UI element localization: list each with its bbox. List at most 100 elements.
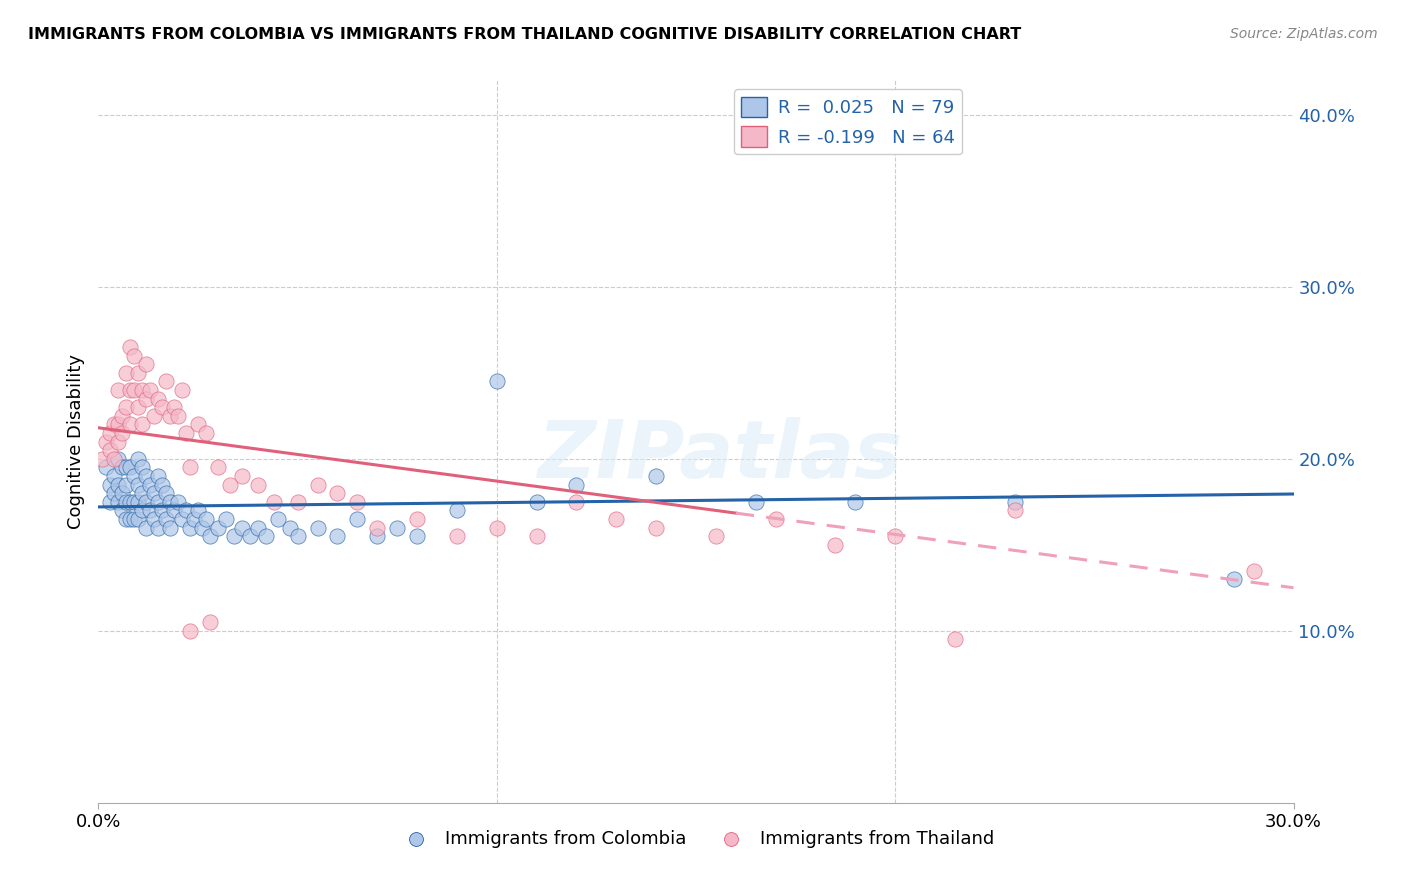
Point — [115, 460, 138, 475]
Point — [231, 520, 253, 534]
Point — [115, 477, 138, 491]
Point — [124, 349, 146, 363]
Point — [195, 512, 218, 526]
Point — [198, 615, 221, 630]
Point — [385, 520, 409, 534]
Point — [139, 503, 162, 517]
Point — [485, 375, 508, 389]
Point — [179, 520, 201, 534]
Point — [159, 494, 181, 508]
Point — [191, 520, 214, 534]
Point — [127, 512, 149, 526]
Point — [824, 538, 846, 552]
Point — [267, 512, 290, 526]
Point — [131, 460, 153, 475]
Point — [98, 425, 122, 440]
Point — [91, 451, 114, 466]
Point — [246, 520, 269, 534]
Point — [135, 392, 157, 406]
Point — [565, 477, 588, 491]
Point — [246, 477, 269, 491]
Point — [127, 451, 149, 466]
Point — [98, 494, 122, 508]
Point — [127, 494, 149, 508]
Point — [103, 469, 125, 483]
Point — [107, 417, 129, 432]
Point — [103, 486, 125, 500]
Point — [107, 434, 129, 449]
Point — [135, 494, 157, 508]
Point — [143, 409, 166, 423]
Point — [115, 366, 138, 380]
Point — [326, 529, 349, 543]
Legend: Immigrants from Colombia, Immigrants from Thailand: Immigrants from Colombia, Immigrants fro… — [391, 822, 1001, 855]
Point — [215, 512, 238, 526]
Y-axis label: Cognitive Disability: Cognitive Disability — [66, 354, 84, 529]
Point — [1223, 572, 1246, 586]
Point — [107, 477, 129, 491]
Point — [135, 357, 157, 371]
Point — [111, 425, 134, 440]
Point — [884, 529, 907, 543]
Point — [174, 425, 197, 440]
Point — [148, 469, 170, 483]
Point — [155, 512, 177, 526]
Point — [135, 520, 157, 534]
Point — [167, 494, 190, 508]
Point — [943, 632, 966, 647]
Point — [127, 400, 149, 414]
Point — [148, 494, 170, 508]
Point — [127, 366, 149, 380]
Point — [198, 529, 221, 543]
Point — [127, 477, 149, 491]
Point — [111, 409, 134, 423]
Point — [135, 469, 157, 483]
Point — [704, 529, 727, 543]
Point — [366, 529, 388, 543]
Point — [174, 503, 197, 517]
Point — [143, 486, 166, 500]
Point — [278, 520, 301, 534]
Point — [187, 503, 209, 517]
Point — [287, 494, 309, 508]
Point — [645, 469, 668, 483]
Point — [124, 383, 146, 397]
Point — [120, 417, 142, 432]
Point — [765, 512, 787, 526]
Point — [150, 503, 173, 517]
Point — [307, 477, 329, 491]
Point — [183, 512, 205, 526]
Point — [131, 503, 153, 517]
Point — [446, 503, 468, 517]
Point — [167, 409, 190, 423]
Point — [148, 520, 170, 534]
Text: ZIPatlas: ZIPatlas — [537, 417, 903, 495]
Point — [96, 460, 118, 475]
Point — [111, 460, 134, 475]
Point — [526, 529, 548, 543]
Point — [179, 460, 201, 475]
Text: Source: ZipAtlas.com: Source: ZipAtlas.com — [1230, 27, 1378, 41]
Point — [526, 494, 548, 508]
Point — [231, 469, 253, 483]
Point — [326, 486, 349, 500]
Point — [143, 512, 166, 526]
Point — [120, 512, 142, 526]
Point — [131, 486, 153, 500]
Point — [103, 417, 125, 432]
Point — [179, 624, 201, 638]
Point — [139, 383, 162, 397]
Point — [150, 477, 173, 491]
Point — [346, 494, 368, 508]
Point — [111, 486, 134, 500]
Point — [406, 512, 429, 526]
Point — [159, 409, 181, 423]
Point — [159, 520, 181, 534]
Point — [120, 340, 142, 354]
Point — [307, 520, 329, 534]
Point — [124, 512, 146, 526]
Point — [195, 425, 218, 440]
Point — [115, 400, 138, 414]
Point — [107, 451, 129, 466]
Point — [207, 460, 229, 475]
